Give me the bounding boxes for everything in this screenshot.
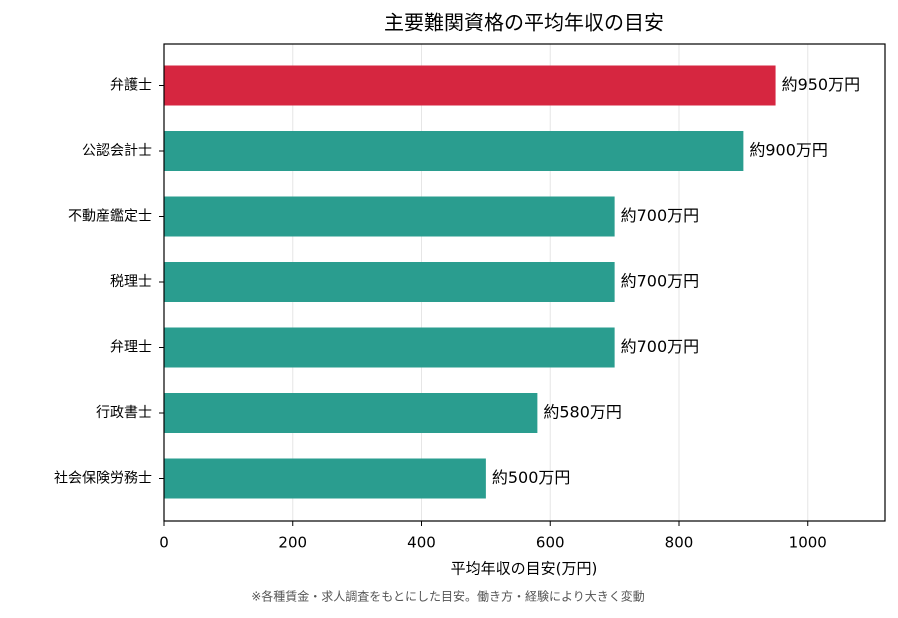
x-axis-label: 平均年収の目安(万円) (451, 560, 598, 578)
bar (164, 196, 615, 237)
footnote: ※各種賃金・求人調査をもとにした目安。働き方・経験により大きく変動 (251, 589, 645, 604)
y-tick-label: 弁理士 (110, 340, 152, 356)
value-label: 約580万円 (543, 403, 622, 422)
plot-frame (163, 43, 886, 522)
bar (164, 262, 615, 302)
y-tick-label: 弁護士 (110, 78, 152, 94)
x-tick-label: 200 (278, 534, 307, 552)
x-tick-label: 0 (159, 534, 169, 552)
y-tick-label: 不動産鑑定士 (68, 208, 152, 225)
value-label: 約500万円 (492, 468, 571, 487)
y-tick-label: 行政書士 (96, 405, 152, 421)
x-tick-label: 400 (407, 534, 436, 552)
y-tick-label: 公認会計士 (82, 143, 152, 159)
x-tick-label: 800 (665, 534, 694, 552)
bar (164, 327, 615, 368)
y-tick-label: 税理士 (110, 274, 152, 290)
y-tick-label: 社会保険労務士 (54, 471, 152, 487)
x-tick-label: 1000 (789, 534, 827, 552)
bar (164, 458, 486, 499)
bar (164, 131, 744, 171)
value-label: 約700万円 (621, 272, 700, 291)
bar (164, 393, 538, 433)
value-label: 約950万円 (782, 75, 861, 94)
chart-title: 主要難関資格の平均年収の目安 (384, 11, 664, 35)
bar (164, 65, 776, 106)
value-label: 約900万円 (749, 141, 828, 160)
value-label: 約700万円 (621, 337, 700, 356)
x-tick-label: 600 (536, 534, 565, 552)
value-label: 約700万円 (621, 206, 700, 225)
